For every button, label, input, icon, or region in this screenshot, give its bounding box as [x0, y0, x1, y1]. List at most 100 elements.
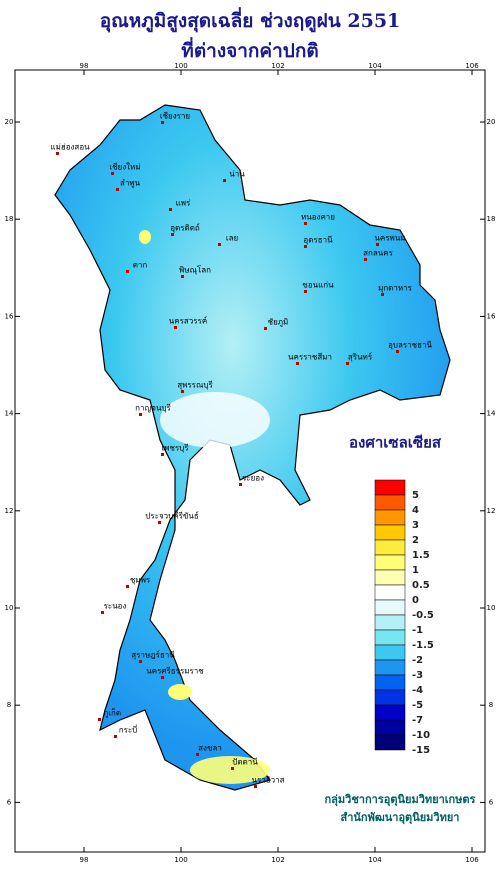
place-label: อุดรธานี — [303, 236, 333, 245]
lat-tick-label: 12 — [5, 507, 14, 515]
station — [304, 290, 307, 293]
station — [171, 233, 174, 236]
lat-tick-label: 10 — [5, 604, 14, 612]
place-label: นราธิวาส — [251, 776, 284, 785]
station — [376, 243, 379, 246]
station — [181, 275, 184, 278]
legend-swatch — [374, 659, 406, 676]
legend-label: 0.5 — [412, 580, 430, 591]
legend-swatch — [374, 599, 406, 616]
place-label: สุพรรณบุรี — [177, 381, 213, 390]
place-label: นครพนม — [374, 234, 405, 243]
place-label: ตาก — [133, 261, 148, 270]
legend-swatch — [374, 734, 406, 751]
footer: สำนักพัฒนาอุตุนิยมวิทยา — [341, 811, 460, 825]
place-label: อุตรดิตถ์ — [170, 223, 200, 233]
station — [116, 188, 119, 191]
place-label: ประจวบคีรีขันธ์ — [145, 511, 199, 521]
lon-tick-label: 106 — [465, 856, 479, 864]
lat-tick-label: 18 — [487, 215, 496, 223]
place-label: เชียงใหม่ — [109, 163, 140, 172]
legend-swatch — [374, 569, 406, 586]
legend-label: 0 — [412, 595, 419, 606]
place-label: นครสวรรค์ — [169, 316, 207, 326]
legend-label: -5 — [412, 700, 423, 711]
station — [264, 327, 267, 330]
lon-tick-label: 100 — [174, 856, 187, 864]
place-label: เชียงราย — [160, 112, 190, 121]
place-label: ชัยภูมิ — [268, 318, 289, 328]
lat-tick-label: 14 — [5, 410, 14, 418]
lon-tick-label: 100 — [174, 62, 187, 70]
legend-swatch — [374, 479, 406, 496]
place-label: อุบลราชธานี — [388, 341, 432, 350]
station — [56, 152, 59, 155]
place-label: มุกดาหาร — [378, 284, 413, 293]
legend-swatch — [374, 674, 406, 691]
lon-tick-label: 102 — [271, 856, 284, 864]
legend-swatch — [374, 584, 406, 601]
place-label: สงขลา — [198, 744, 222, 753]
country-outline — [54, 104, 451, 791]
lat-tick-label: 16 — [487, 312, 496, 320]
anomaly-zone — [139, 230, 151, 244]
place-label: พิษณุโลก — [179, 265, 211, 275]
station — [396, 350, 399, 353]
place-label: สกลนคร — [363, 249, 393, 258]
place-label: ระนอง — [104, 602, 127, 611]
station — [304, 222, 307, 225]
legend-label: -1.5 — [412, 640, 434, 651]
lon-tick-label: 104 — [368, 62, 382, 70]
footer: กลุ่มวิชาการอุตุนิยมวิทยาเกษตร — [325, 793, 476, 807]
anomaly-zone — [160, 392, 270, 448]
legend-label: 3 — [412, 520, 419, 531]
place-label: สุรินทร์ — [348, 352, 373, 362]
station — [169, 208, 172, 211]
legend-swatch — [374, 704, 406, 721]
lat-tick-label: 16 — [5, 312, 14, 320]
legend-label: -2 — [412, 655, 423, 666]
station — [161, 121, 164, 124]
legend-title: องศาเซลเซียส — [349, 434, 442, 452]
station — [231, 767, 234, 770]
station — [381, 293, 384, 296]
legend-label: -10 — [412, 730, 430, 741]
legend-label: -1 — [412, 625, 423, 636]
legend-label: 1 — [412, 565, 419, 576]
legend-swatch — [374, 539, 406, 556]
lat-tick-label: 18 — [5, 215, 14, 223]
lat-tick-label: 10 — [487, 604, 496, 612]
place-label: แม่ฮ่องสอน — [50, 143, 90, 152]
legend-label: 4 — [412, 505, 419, 516]
legend-swatch — [374, 494, 406, 511]
station — [296, 362, 299, 365]
place-label: สุราษฎร์ธานี — [131, 650, 175, 660]
place-label: กระบี่ — [119, 724, 138, 735]
lat-tick-label: 6 — [7, 798, 12, 806]
legend-swatch — [374, 689, 406, 706]
place-label: ขอนแก่น — [302, 281, 334, 290]
place-label: กาญจนบุรี — [135, 404, 171, 413]
station — [196, 753, 199, 756]
legend-swatch — [374, 524, 406, 541]
legend-swatch — [374, 644, 406, 661]
station — [161, 676, 164, 679]
legend-swatch — [374, 629, 406, 646]
lon-tick-label: 104 — [368, 856, 382, 864]
place-label: ลำพูน — [120, 179, 141, 189]
legend-label: 1.5 — [412, 550, 430, 561]
legend-label: -15 — [412, 745, 430, 756]
legend-label: -3 — [412, 670, 423, 681]
station — [111, 172, 114, 175]
lon-tick-label: 102 — [271, 62, 284, 70]
station — [174, 326, 177, 329]
lon-tick-label: 98 — [80, 62, 89, 70]
station — [239, 483, 242, 486]
station — [114, 735, 117, 738]
place-label: นครศรีธรรมราช — [146, 667, 204, 676]
lon-tick-label: 106 — [465, 62, 479, 70]
place-label: น่าน — [229, 170, 245, 179]
legend-label: 5 — [412, 490, 419, 501]
place-label: เพชรบุรี — [161, 444, 189, 453]
